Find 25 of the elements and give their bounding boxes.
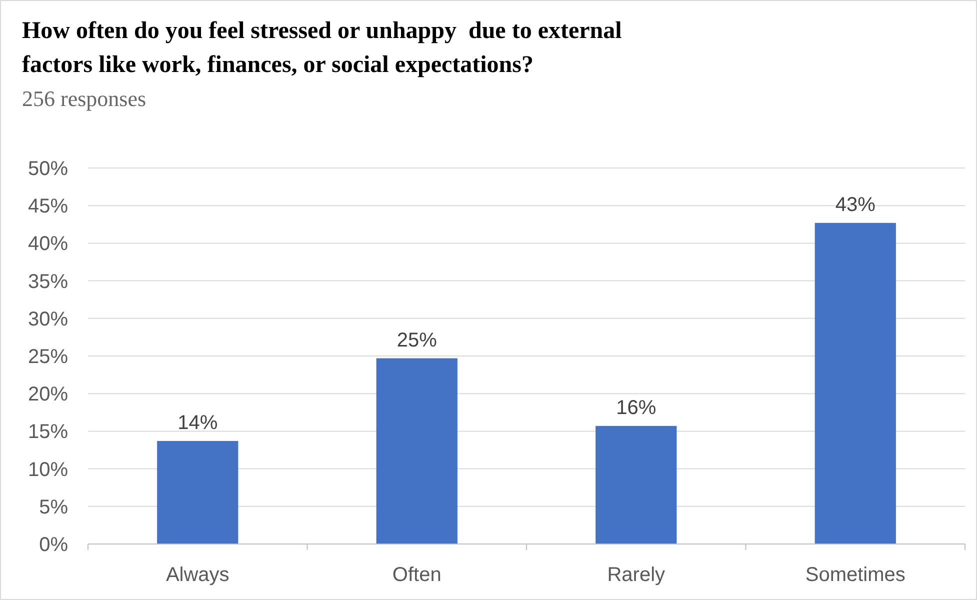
x-tick-label: Sometimes bbox=[805, 564, 906, 586]
y-tick-label: 15% bbox=[28, 421, 68, 444]
y-tick-label: 35% bbox=[28, 270, 68, 293]
bar bbox=[376, 358, 458, 544]
y-tick-label: 20% bbox=[28, 384, 68, 406]
bar bbox=[157, 440, 238, 544]
bar bbox=[596, 426, 677, 544]
x-tick-label: Rarely bbox=[607, 564, 666, 586]
x-tick-label: Always bbox=[166, 564, 230, 586]
y-tick-label: 40% bbox=[28, 233, 68, 256]
x-tick-label: Often bbox=[392, 564, 442, 586]
bar bbox=[814, 222, 896, 544]
data-label: 43% bbox=[835, 194, 876, 216]
y-tick-label: 10% bbox=[28, 458, 68, 481]
y-tick-label: 50% bbox=[28, 158, 68, 180]
y-tick-label: 45% bbox=[28, 196, 68, 218]
chart-title: How often do you feel stressed or unhappy due to external factors like work, finances, or social expectations? bbox=[22, 18, 622, 78]
y-tick-label: 0% bbox=[39, 534, 68, 556]
y-tick-label: 25% bbox=[28, 346, 68, 368]
data-label: 25% bbox=[396, 329, 438, 352]
chart-subtitle: 256 responses bbox=[22, 86, 146, 111]
y-tick-label: 30% bbox=[28, 308, 68, 330]
data-label: 14% bbox=[178, 412, 218, 434]
y-tick-label: 5% bbox=[39, 496, 68, 518]
data-label: 16% bbox=[616, 396, 656, 419]
